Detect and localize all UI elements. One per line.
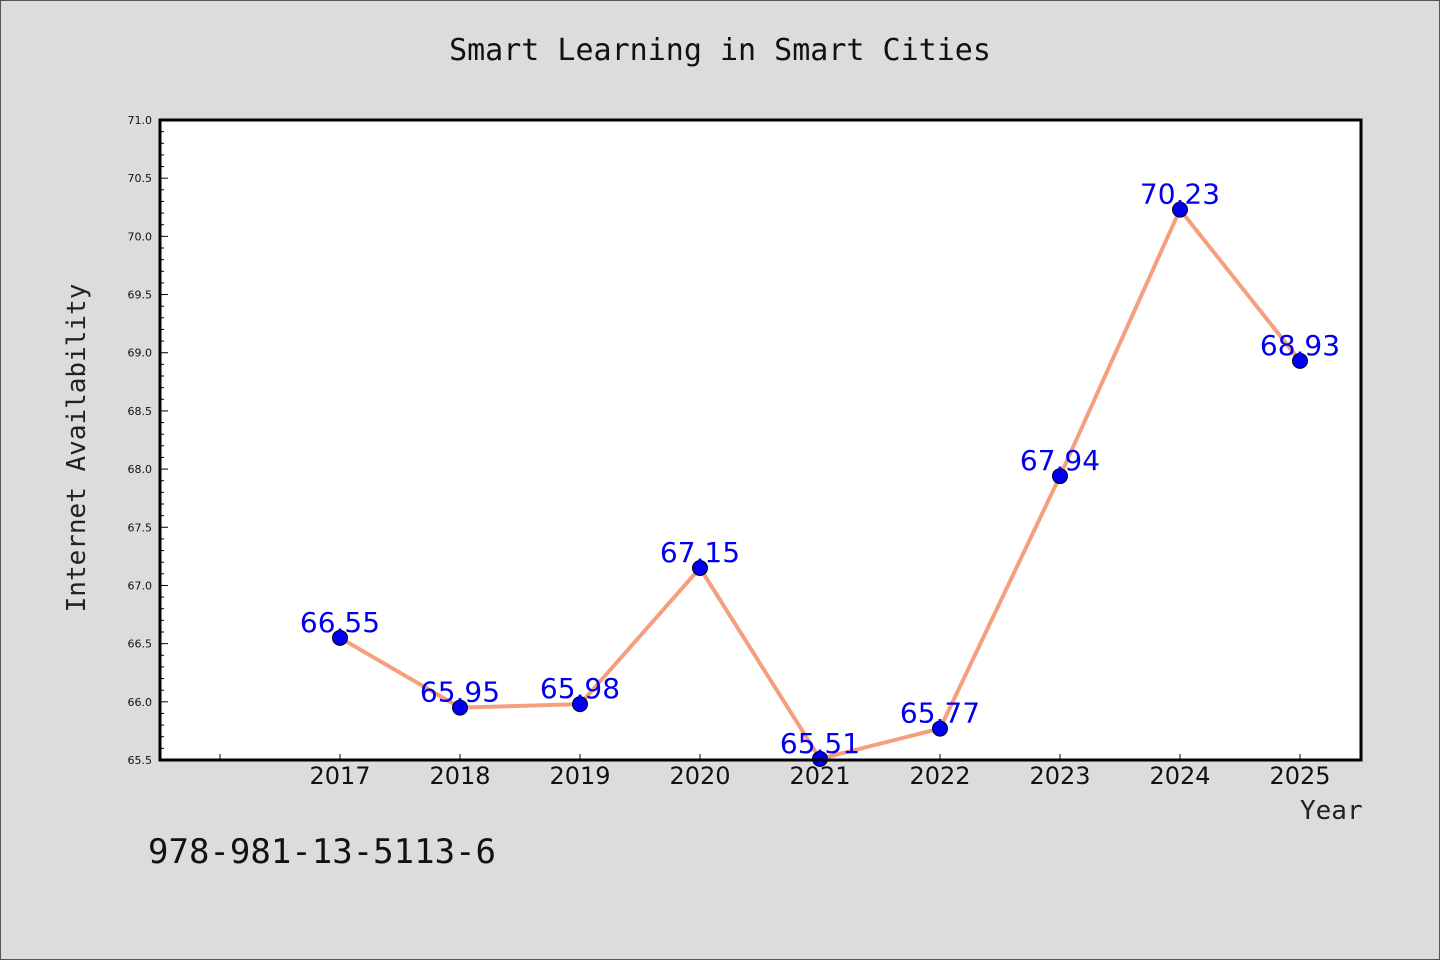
y-tick-label: 66.0 bbox=[128, 696, 153, 709]
y-tick-label: 70.0 bbox=[128, 230, 153, 243]
x-tick-label: 2020 bbox=[669, 762, 730, 790]
data-label: 65.51 bbox=[780, 727, 860, 760]
data-point bbox=[572, 696, 588, 713]
y-tick-label: 71.0 bbox=[128, 114, 153, 127]
data-label: 66.55 bbox=[300, 606, 380, 639]
x-tick-label: 2018 bbox=[429, 762, 490, 790]
y-tick-label: 69.0 bbox=[128, 347, 153, 360]
data-label: 65.98 bbox=[540, 672, 620, 705]
data-label: 67.15 bbox=[660, 536, 740, 569]
isbn-text: 978-981-13-5113-6 bbox=[148, 832, 496, 872]
y-tick-label: 68.0 bbox=[128, 463, 153, 476]
x-tick-label: 2025 bbox=[1269, 762, 1330, 790]
data-label: 70.23 bbox=[1140, 178, 1220, 211]
y-tick-label: 67.0 bbox=[128, 579, 153, 592]
y-tick-label: 66.5 bbox=[128, 638, 153, 651]
y-tick-label: 65.5 bbox=[128, 754, 153, 767]
data-label: 65.95 bbox=[420, 676, 500, 709]
x-tick-label: 2024 bbox=[1149, 762, 1210, 790]
data-label: 68.93 bbox=[1260, 329, 1340, 362]
x-tick-label: 2017 bbox=[309, 762, 370, 790]
data-label: 65.77 bbox=[900, 697, 980, 730]
chart-title: Smart Learning in Smart Cities bbox=[449, 33, 991, 68]
x-tick-label: 2023 bbox=[1029, 762, 1090, 790]
plot-area bbox=[160, 120, 1361, 760]
data-point bbox=[932, 720, 948, 737]
y-tick-label: 70.5 bbox=[128, 172, 153, 185]
data-point bbox=[1052, 468, 1068, 485]
data-point bbox=[332, 629, 348, 646]
y-tick-label: 68.5 bbox=[128, 405, 153, 418]
x-tick-label: 2022 bbox=[909, 762, 970, 790]
data-point bbox=[1172, 201, 1188, 218]
data-point bbox=[692, 560, 708, 576]
plot-border bbox=[158, 118, 1363, 762]
data-point bbox=[452, 699, 468, 716]
y-tick-label: 67.5 bbox=[128, 521, 153, 534]
x-tick-label: 2019 bbox=[549, 762, 610, 790]
y-tick-label: 69.5 bbox=[128, 289, 153, 302]
data-point bbox=[1292, 352, 1308, 369]
x-axis-label: Year bbox=[1300, 796, 1363, 826]
data-label: 67.94 bbox=[1020, 444, 1100, 477]
